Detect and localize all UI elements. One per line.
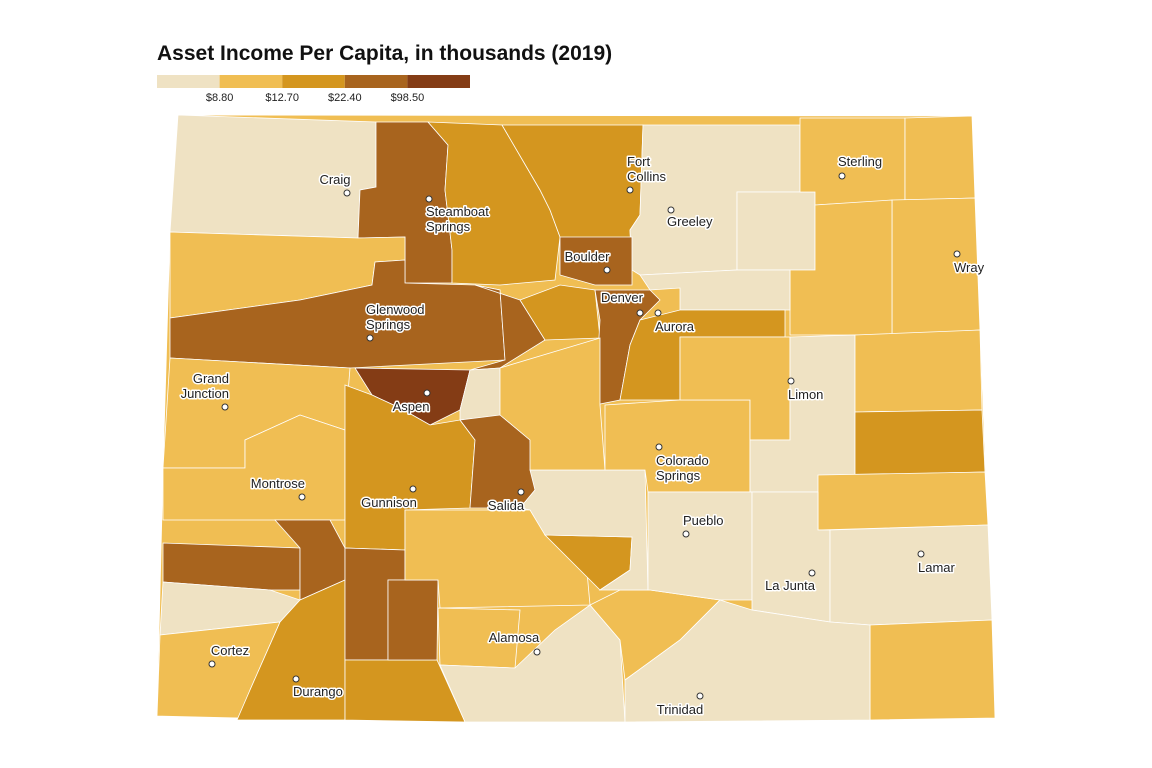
legend-swatch bbox=[219, 75, 283, 88]
legend-label: $8.80 bbox=[206, 92, 234, 104]
county bbox=[624, 599, 871, 723]
city-label: Glenwood bbox=[366, 302, 425, 317]
county bbox=[817, 471, 989, 531]
city-label: Springs bbox=[366, 317, 411, 332]
city-label: Cortez bbox=[211, 643, 249, 658]
county bbox=[789, 199, 893, 336]
city-dot bbox=[682, 530, 690, 538]
city-dot bbox=[953, 250, 961, 258]
city-label: Limon bbox=[788, 387, 823, 402]
city-label: Alamosa bbox=[489, 630, 540, 645]
city-dot bbox=[654, 309, 662, 317]
legend-swatch bbox=[157, 75, 220, 88]
city-dot bbox=[409, 485, 417, 493]
city-dot bbox=[667, 206, 675, 214]
county bbox=[387, 579, 439, 661]
legend-swatch bbox=[407, 75, 470, 88]
city-dot bbox=[292, 675, 300, 683]
city-dot bbox=[366, 334, 374, 342]
city-label: Pueblo bbox=[683, 513, 723, 528]
city-label: Montrose bbox=[251, 476, 305, 491]
city-dot bbox=[808, 569, 816, 577]
city-dot bbox=[838, 172, 846, 180]
counties bbox=[156, 114, 996, 723]
county bbox=[162, 542, 301, 591]
city-label: Steamboat bbox=[426, 204, 489, 219]
county bbox=[439, 604, 626, 723]
city-label: La Junta bbox=[765, 578, 816, 593]
city-dot bbox=[603, 266, 611, 274]
city-label: Greeley bbox=[667, 214, 713, 229]
city-label: Gunnison bbox=[361, 495, 417, 510]
city-dot bbox=[696, 692, 704, 700]
city-label: Wray bbox=[954, 260, 985, 275]
city-dot bbox=[208, 660, 216, 668]
county bbox=[499, 337, 606, 471]
city-dot bbox=[787, 377, 795, 385]
city-dot bbox=[636, 309, 644, 317]
legend-swatch bbox=[282, 75, 345, 88]
city-dot bbox=[343, 189, 351, 197]
city-label: Durango bbox=[293, 684, 343, 699]
county bbox=[647, 491, 753, 601]
county bbox=[829, 524, 993, 626]
city-dot bbox=[626, 186, 634, 194]
city-label: Junction bbox=[181, 386, 229, 401]
city-dot bbox=[425, 195, 433, 203]
legend-label: $12.70 bbox=[265, 92, 299, 104]
legend: $8.80 $12.70 $22.40 $98.50 bbox=[157, 75, 470, 104]
city-dot bbox=[655, 443, 663, 451]
city-label: Craig bbox=[319, 172, 350, 187]
county bbox=[519, 284, 601, 341]
legend-swatch bbox=[344, 75, 408, 88]
city-label: Denver bbox=[601, 290, 644, 305]
city-label: Boulder bbox=[565, 249, 610, 264]
map-title: Asset Income Per Capita, in thousands (2… bbox=[157, 42, 612, 65]
county bbox=[559, 236, 633, 286]
city-dot bbox=[517, 488, 525, 496]
legend-label: $98.50 bbox=[391, 92, 425, 104]
city-label: Grand bbox=[193, 371, 229, 386]
city-dot bbox=[298, 493, 306, 501]
city-label: Springs bbox=[426, 219, 471, 234]
city-label: Sterling bbox=[838, 154, 882, 169]
city-dot bbox=[221, 403, 229, 411]
county bbox=[904, 115, 976, 201]
city-label: Collins bbox=[627, 169, 667, 184]
city-dot bbox=[423, 389, 431, 397]
county bbox=[854, 409, 986, 476]
city-label: Fort bbox=[627, 154, 651, 169]
county bbox=[519, 469, 649, 591]
city-label: Springs bbox=[656, 468, 701, 483]
city-label: Aurora bbox=[655, 319, 695, 334]
city-dot bbox=[533, 648, 541, 656]
cities: CraigSteamboatSpringsFortCollinsGreeleyS… bbox=[179, 153, 986, 719]
legend-label: $22.40 bbox=[328, 92, 362, 104]
city-label: Lamar bbox=[918, 560, 956, 575]
city-label: Colorado bbox=[656, 453, 709, 468]
county bbox=[751, 491, 831, 623]
city-label: Trinidad bbox=[657, 702, 703, 717]
city-dot bbox=[917, 550, 925, 558]
county bbox=[869, 619, 996, 721]
county bbox=[736, 191, 816, 271]
city-label: Aspen bbox=[393, 399, 430, 414]
city-label: Salida bbox=[488, 498, 525, 513]
county bbox=[854, 329, 983, 413]
